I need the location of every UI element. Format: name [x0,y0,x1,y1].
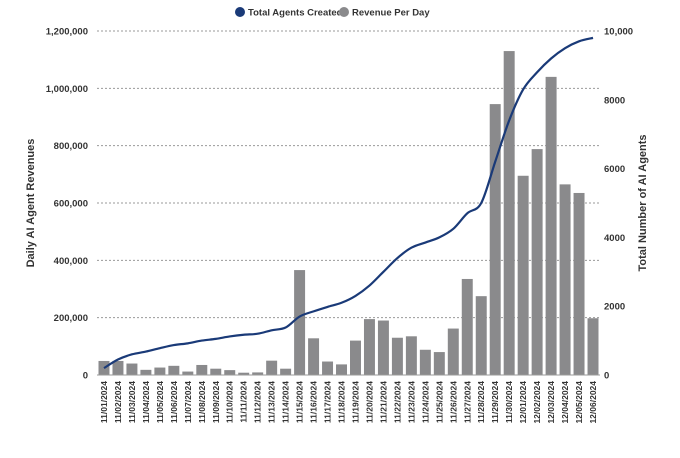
revenue-bar [419,349,431,375]
revenue-bar [280,368,292,375]
revenue-bar [112,360,124,375]
left-axis-ticks: 0 200,000 400,000 600,000 800,000 1,000,000 1,… [46,27,88,382]
x-tick-label: 11/12/2024 [253,381,263,423]
y2-tick-label: 8000 [604,95,625,106]
revenue-bar [503,51,515,376]
legend-label-agents: Total Agents Created [248,8,343,19]
x-tick-label: 11/19/2024 [350,381,360,423]
x-tick-label: 11/01/2024 [99,381,109,423]
revenue-bar [308,338,320,375]
revenue-bar [224,370,236,375]
y2-tick-label: 0 [604,371,609,382]
x-tick-label: 11/25/2024 [434,381,444,423]
revenue-bars [98,51,599,376]
x-tick-label: 11/27/2024 [462,381,472,423]
x-tick-label: 11/08/2024 [197,381,207,423]
x-tick-label: 11/10/2024 [225,381,235,423]
revenue-bar [350,340,361,375]
legend: Total Agents Created Revenue Per Day [235,7,430,19]
revenue-bar [210,368,222,375]
right-axis-ticks: 0 2000 4000 6000 8000 10,000 [604,27,633,382]
revenue-bar [266,360,278,375]
revenue-bar [322,361,334,375]
x-tick-label: 11/11/2024 [239,381,249,423]
revenue-bar [489,104,501,375]
y2-tick-label: 2000 [604,302,625,313]
y-tick-label: 600,000 [54,199,88,210]
y-tick-label: 200,000 [54,313,88,324]
revenue-bar [182,371,194,375]
revenue-bar [126,363,138,375]
x-tick-label: 11/07/2024 [183,381,193,423]
x-tick-label: 11/13/2024 [267,381,277,423]
x-tick-label: 11/30/2024 [504,381,514,423]
y-tick-label: 1,200,000 [46,27,88,38]
revenue-bar [545,76,557,375]
x-axis-ticks: 11/01/2024 11/02/2024 11/03/2024 11/04/2024… [99,381,598,424]
x-tick-label: 11/17/2024 [323,381,333,423]
y2-tick-label: 10,000 [604,27,633,38]
revenue-bar [363,319,375,375]
y2-tick-label: 6000 [604,164,625,175]
revenue-bar [461,278,473,375]
x-tick-label: 11/02/2024 [113,381,123,423]
x-tick-label: 11/06/2024 [169,381,179,423]
revenue-bar [573,192,585,375]
y-tick-label: 800,000 [54,141,88,152]
y-tick-label: 400,000 [54,256,88,267]
x-tick-label: 11/22/2024 [392,381,402,423]
x-tick-label: 11/16/2024 [309,381,319,423]
x-tick-label: 12/02/2024 [532,381,542,424]
revenue-bar [559,184,571,375]
revenue-bar [140,369,152,375]
x-tick-label: 11/28/2024 [476,381,486,423]
x-tick-label: 12/05/2024 [574,381,584,424]
x-tick-label: 12/06/2024 [588,381,598,424]
revenue-bar [294,270,306,375]
revenue-bar [238,372,250,375]
legend-marker-revenue [339,7,349,17]
x-tick-label: 11/09/2024 [211,381,221,423]
x-tick-label: 11/23/2024 [406,381,416,423]
left-axis-title: Daily AI Agent Revenues [25,139,37,268]
x-tick-label: 12/04/2024 [560,381,570,424]
revenue-bar [196,364,208,375]
revenue-bar [391,337,403,375]
revenue-bar [517,175,529,375]
x-tick-label: 11/15/2024 [295,381,305,423]
x-tick-label: 11/20/2024 [364,381,374,423]
revenue-bar [336,364,347,375]
x-tick-label: 11/24/2024 [420,381,430,423]
revenue-bar [447,328,459,375]
revenue-bar [405,336,417,375]
x-tick-label: 11/26/2024 [448,381,458,423]
x-tick-label: 11/03/2024 [127,381,137,423]
revenue-bar [531,149,543,375]
revenue-bar [433,352,445,375]
revenue-bar [154,367,166,375]
revenue-bar [587,318,599,375]
revenue-bar [252,372,264,375]
x-tick-label: 11/05/2024 [155,381,165,423]
y-tick-label: 1,000,000 [46,84,88,95]
x-tick-label: 12/03/2024 [546,381,556,424]
legend-label-revenue: Revenue Per Day [352,8,430,19]
agents-line [103,36,594,370]
x-tick-label: 11/18/2024 [337,381,347,423]
revenue-bar [377,320,389,375]
y2-tick-label: 4000 [604,233,625,244]
revenue-bar [168,365,180,375]
right-axis-title: Total Number of AI Agents [637,134,649,271]
x-tick-label: 11/29/2024 [490,381,500,423]
x-tick-label: 11/14/2024 [281,381,291,423]
y-tick-label: 0 [83,371,88,382]
x-tick-label: 12/01/2024 [518,381,528,424]
x-tick-label: 11/04/2024 [141,381,151,423]
legend-marker-agents [235,7,245,17]
x-tick-label: 11/21/2024 [378,381,388,423]
revenue-bar [475,296,487,375]
